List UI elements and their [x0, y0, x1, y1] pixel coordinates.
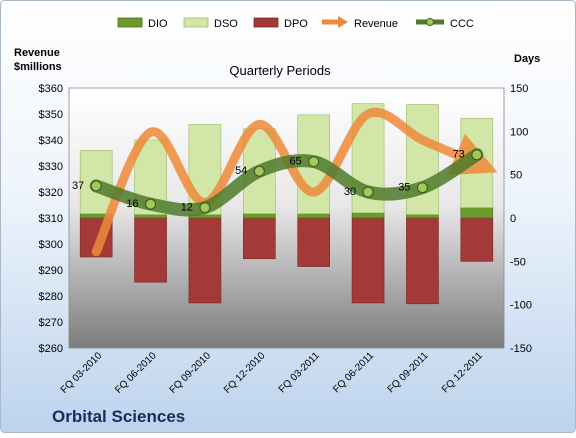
ccc-line-group: [89, 148, 484, 217]
legend-label: DIO: [148, 18, 168, 30]
ccc-point: [362, 186, 374, 198]
dio-bar: [460, 207, 494, 219]
dso-bar: [406, 104, 439, 215]
ccc-data-label: 54: [235, 165, 247, 177]
ccc-point: [199, 202, 211, 214]
data-labels: 37 16 12 54 65 30 35 73: [72, 149, 465, 214]
right-tick-label: 50: [510, 170, 522, 182]
left-tick-label: $300: [39, 239, 63, 251]
ccc-point: [308, 156, 320, 168]
right-tick-label: 0: [510, 213, 516, 225]
legend-arrowhead: [338, 16, 348, 28]
dpo-bar: [351, 217, 385, 304]
dpo-bar: [460, 217, 494, 262]
left-tick-label: $330: [39, 161, 63, 173]
ccc-point: [471, 149, 483, 161]
ccc-data-label: 35: [398, 182, 410, 194]
dio-bar: [406, 214, 439, 219]
ccc-data-label: 73: [453, 149, 465, 161]
right-tick-label: -100: [510, 300, 532, 312]
ccc-point: [90, 180, 102, 192]
dpo-bar: [406, 217, 439, 305]
dpo-bar: [297, 217, 330, 267]
ccc-point: [253, 165, 265, 177]
left-tick-label: $310: [39, 213, 63, 225]
left-tick-label: $290: [39, 265, 63, 277]
dio-bar: [243, 213, 276, 219]
left-tick-label: $340: [39, 135, 63, 147]
dpo-bar: [188, 217, 222, 304]
dio-bar: [134, 214, 167, 219]
left-tick-label: $280: [39, 291, 63, 303]
right-tick-label: -50: [510, 256, 526, 268]
dpo-bar: [134, 217, 167, 283]
right-tick-label: -150: [510, 343, 532, 355]
company-name: Orbital Sciences: [52, 407, 185, 426]
dpo-bar: [243, 217, 276, 260]
left-tick-label: $350: [39, 109, 63, 121]
dio-bar: [351, 212, 385, 219]
legend-label: Revenue: [354, 18, 398, 30]
legend-swatch: [183, 17, 209, 28]
dio-bar: [297, 213, 330, 219]
revenue-line-group: [91, 107, 498, 257]
chart-title: Quarterly Periods: [229, 63, 331, 78]
ccc-data-label: 30: [344, 186, 356, 198]
ccc-data-label: 65: [289, 156, 301, 168]
left-tick-label: $260: [39, 343, 63, 355]
legend-swatch: [253, 17, 279, 28]
legend-label: CCC: [450, 18, 474, 30]
ccc-point: [416, 182, 429, 194]
left-tick-label: $360: [39, 83, 63, 95]
plot-area: [68, 87, 505, 349]
left-tick-label: $320: [39, 187, 63, 199]
legend-marker: [426, 18, 434, 26]
left-axis-title-line2: $millions: [14, 61, 62, 73]
right-tick-label: 100: [510, 126, 528, 138]
legend-swatch: [117, 17, 143, 28]
ccc-data-label: 37: [72, 180, 84, 192]
right-tick-label: 150: [510, 83, 528, 95]
right-axis: -150 -100 -50 0 50 100 150: [510, 83, 532, 355]
revenue-line: [91, 107, 498, 257]
legend-label: DPO: [284, 18, 308, 30]
legend: DIO DSO DPO Revenue CCC: [117, 16, 474, 30]
ccc-data-label: 12: [181, 202, 193, 214]
ccc-point: [144, 198, 157, 210]
left-tick-label: $270: [39, 317, 63, 329]
legend-label: DSO: [214, 18, 238, 30]
left-axis-title-line1: Revenue: [14, 47, 60, 59]
left-axis: $260 $270 $280 $290 $300 $310 $320 $330 $340 $350…: [39, 83, 63, 355]
ccc-data-label: 16: [126, 198, 138, 210]
right-axis-title: Days: [514, 53, 540, 65]
